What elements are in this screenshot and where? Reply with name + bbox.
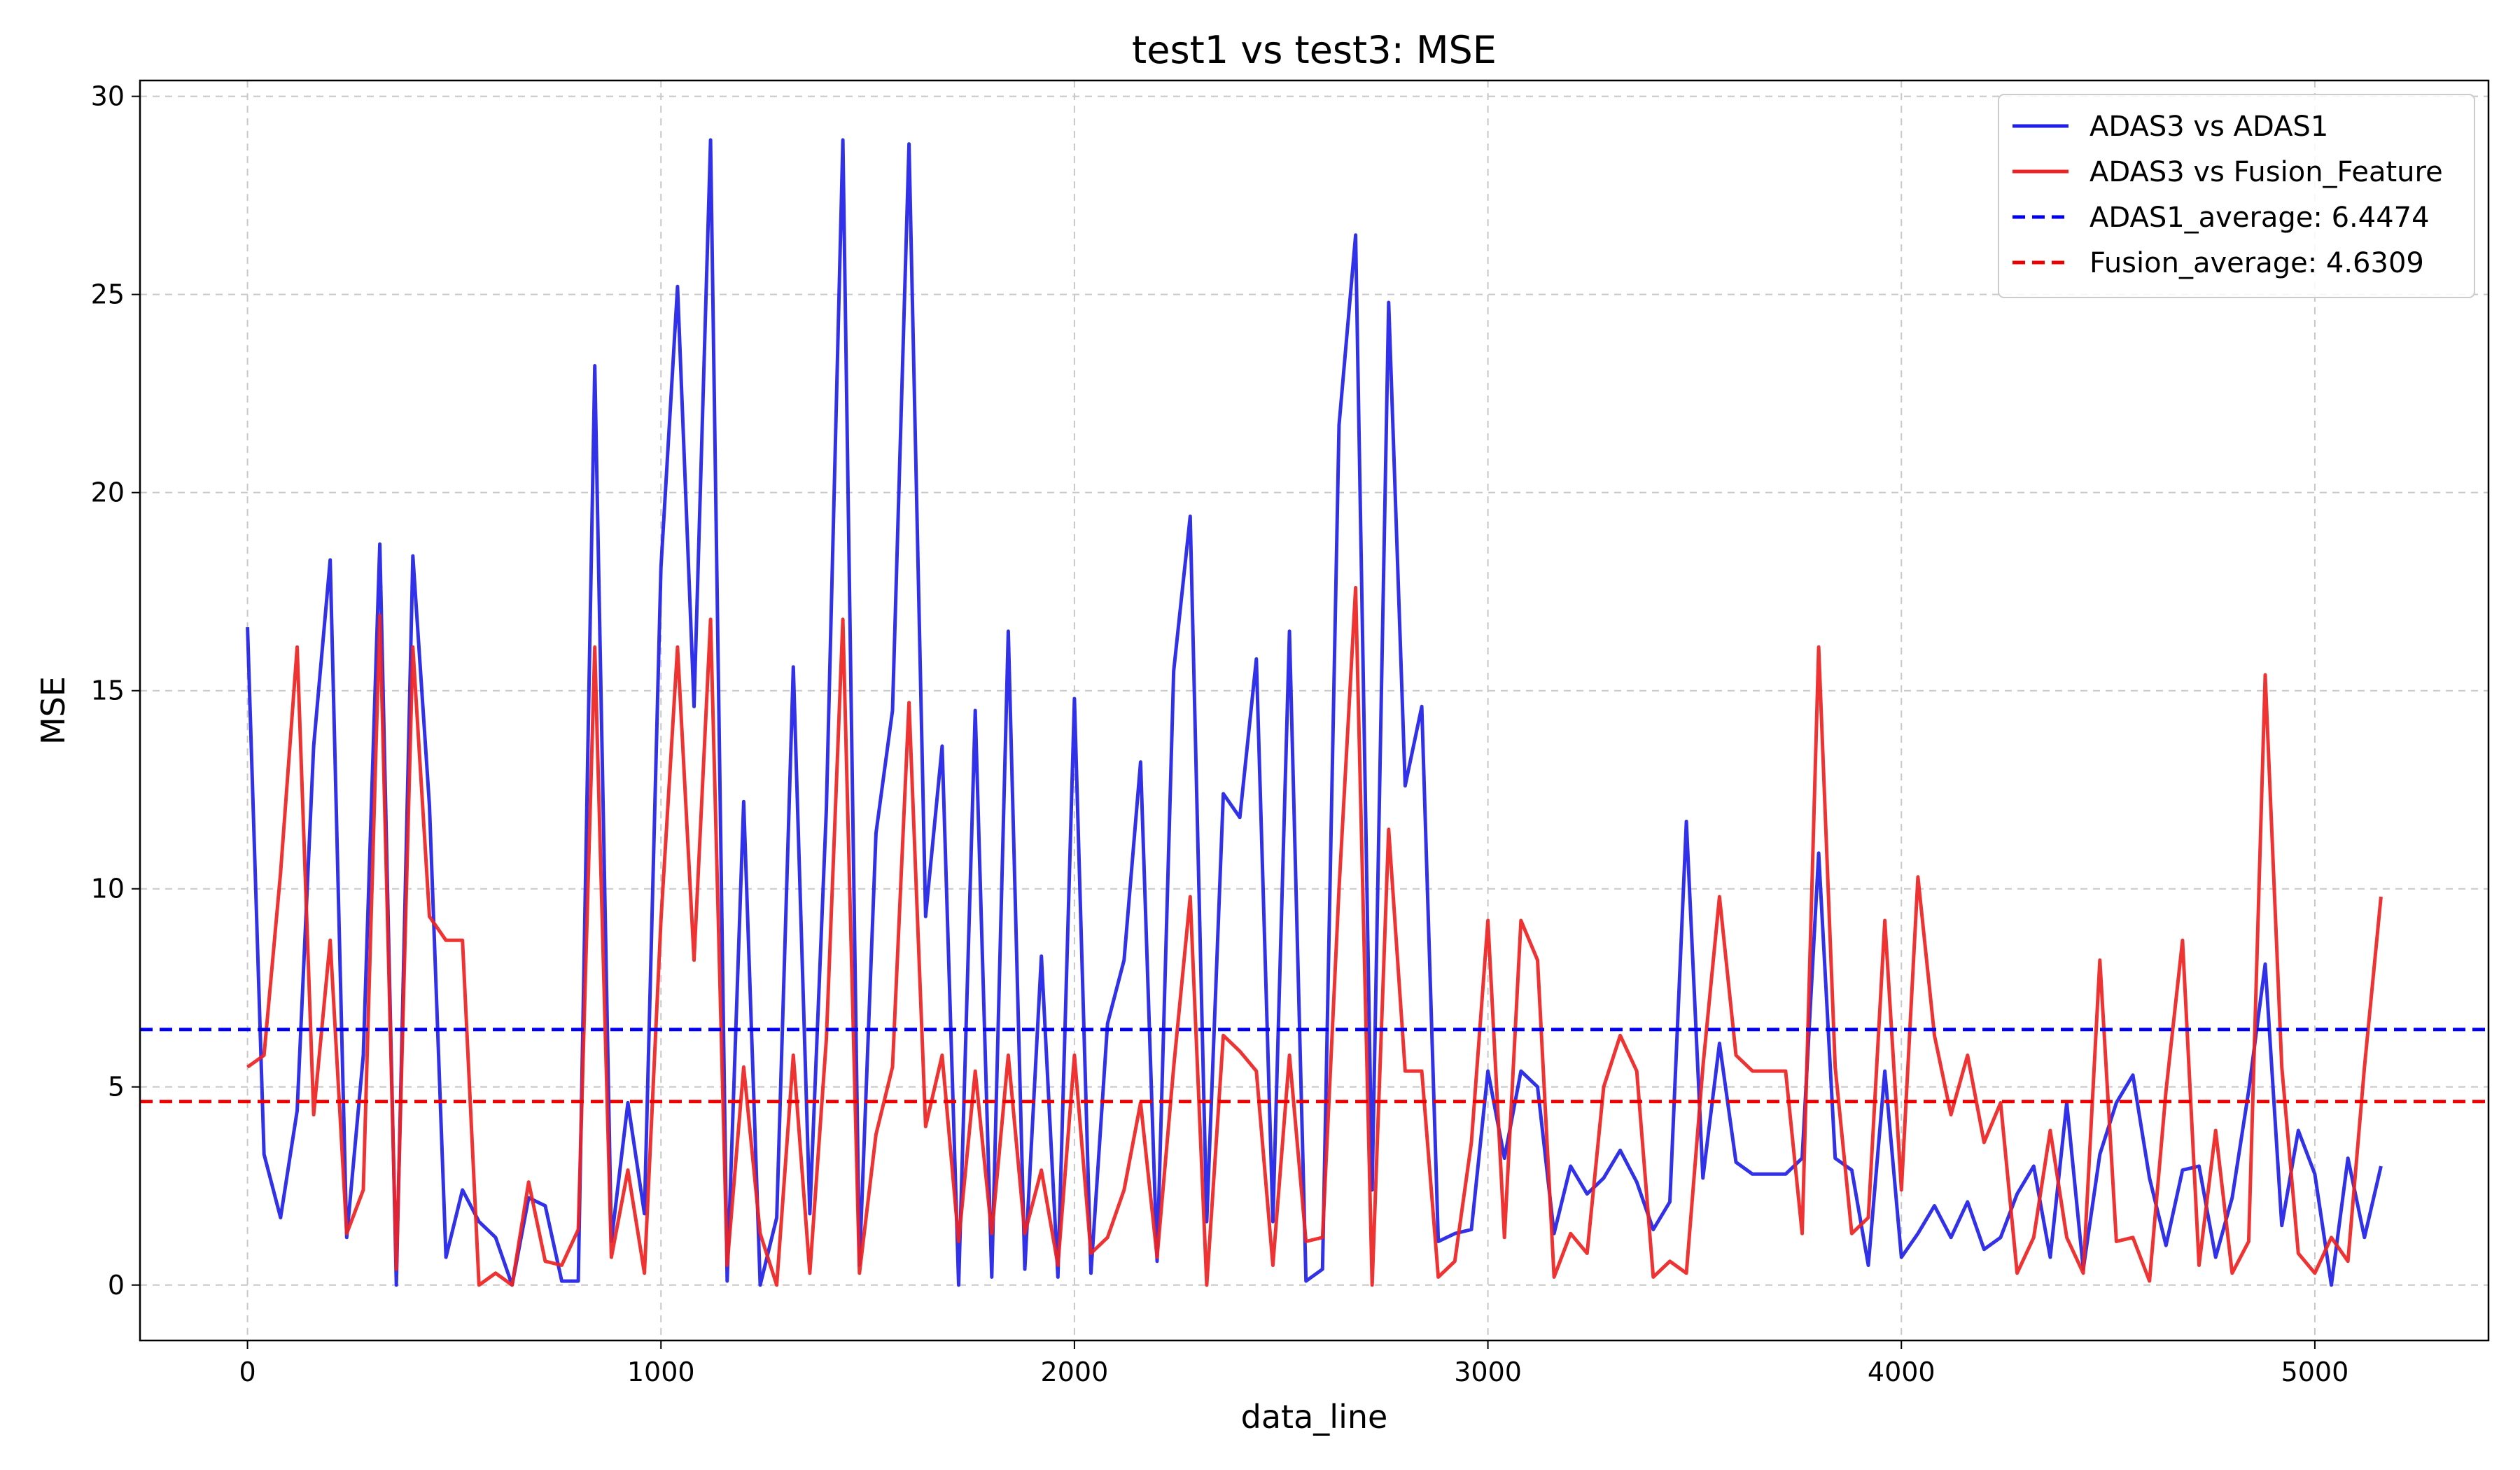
y-tick-label: 25 (91, 279, 125, 310)
y-tick-label: 10 (91, 874, 125, 904)
axis-ticks: 0 1000 2000 3000 4000 5000 0 5 10 15 20 25 30 (91, 81, 2349, 1387)
legend-label: Fusion_average: 4.6309 (2090, 247, 2424, 279)
legend: ADAS3 vs ADAS1 ADAS3 vs Fusion_Feature ADA… (1998, 94, 2475, 298)
y-axis-label: MSE (34, 676, 72, 745)
legend-label: ADAS3 vs ADAS1 (2090, 111, 2328, 143)
chart-title: test1 vs test3: MSE (1132, 28, 1497, 72)
x-tick-label: 0 (239, 1357, 255, 1387)
y-tick-label: 30 (91, 81, 125, 112)
legend-label: ADAS1_average: 6.4474 (2090, 202, 2430, 234)
y-tick-label: 5 (108, 1072, 125, 1102)
x-tick-label: 2000 (1041, 1357, 1109, 1387)
plot-frame (139, 79, 2490, 1342)
y-tick-label: 20 (91, 477, 125, 508)
legend-box (1998, 94, 2475, 298)
y-tick-label: 0 (108, 1270, 125, 1301)
x-axis-label: data_line (1241, 1398, 1388, 1436)
x-tick-label: 1000 (627, 1357, 695, 1387)
data-lines (140, 138, 2488, 1287)
y-tick-label: 15 (91, 676, 125, 706)
x-tick-label: 4000 (1868, 1357, 1935, 1387)
legend-label: ADAS3 vs Fusion_Feature (2090, 156, 2443, 188)
x-tick-label: 3000 (1454, 1357, 1522, 1387)
series-line-2 (246, 586, 2383, 1287)
series-line-1 (246, 138, 2383, 1287)
x-tick-label: 5000 (2281, 1357, 2349, 1387)
